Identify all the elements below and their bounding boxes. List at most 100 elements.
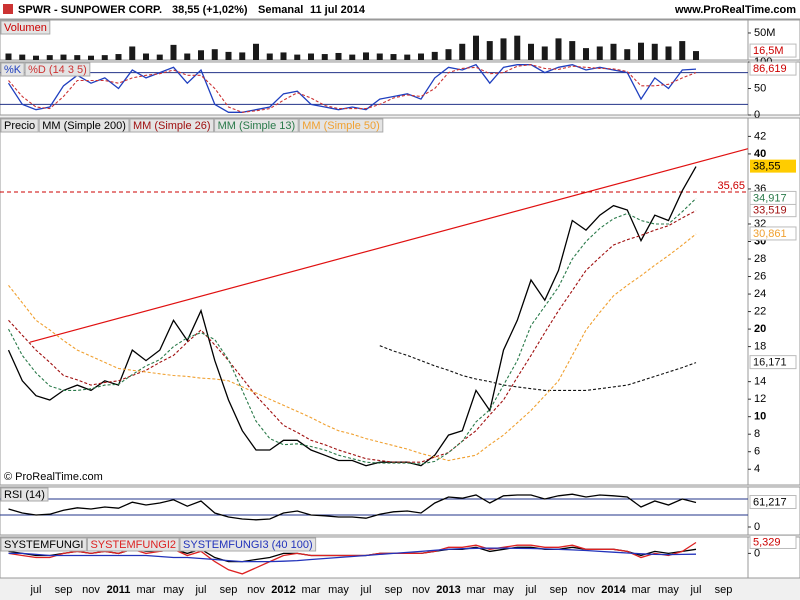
series-line	[7, 63, 697, 113]
x-tick-label: may	[658, 584, 679, 596]
legend-entry: RSI (14)	[4, 489, 45, 501]
volume-bar	[528, 43, 534, 60]
panel	[0, 486, 749, 536]
last-value-label: 33,519	[753, 205, 787, 217]
series-line	[379, 345, 697, 391]
volume-bar	[555, 38, 562, 60]
series-line	[8, 547, 697, 563]
x-tick-label: nov	[577, 584, 595, 596]
volume-bar	[583, 48, 589, 60]
x-tick-label: nov	[412, 584, 430, 596]
volume-bar	[46, 55, 53, 60]
panel	[0, 19, 749, 61]
y-tick-label: 0	[754, 521, 760, 533]
header-icon[interactable]	[3, 4, 13, 14]
volume-bar	[500, 38, 507, 60]
volume-bar	[321, 54, 328, 60]
volume-bar	[431, 51, 438, 60]
legend-box	[0, 487, 49, 502]
x-tick-label: 2013	[436, 584, 460, 596]
volume-bar	[596, 46, 603, 60]
volume-bar	[541, 46, 548, 60]
series-line	[7, 166, 697, 467]
volume-bar	[308, 53, 314, 60]
last-value-box	[750, 159, 796, 173]
volume-bar	[225, 51, 232, 60]
volume-bar	[280, 52, 287, 60]
volume-bar	[569, 41, 576, 60]
last-value-label: 61,217	[753, 496, 787, 508]
y-tick-label: 26	[754, 270, 766, 282]
x-tick-label: sep	[550, 584, 568, 596]
legend-entry: MM (Simple 13)	[218, 120, 296, 132]
volume-bar	[486, 41, 493, 60]
x-tick-label: jul	[29, 584, 41, 596]
reference-label: 35,65	[717, 180, 745, 192]
y-tick-label: 50M	[754, 27, 775, 39]
legend-box	[0, 118, 39, 133]
y-tick-label: 0	[754, 547, 760, 559]
x-tick-label: 2014	[601, 584, 626, 596]
symbol: SPWR - SUNPOWER CORP.	[18, 4, 162, 16]
y-tick-label: 12	[754, 393, 766, 405]
legend-box	[0, 62, 25, 77]
volume-bar	[115, 54, 122, 60]
y-tick-label: 4	[754, 463, 760, 475]
legend-entry: SYSTEMFUNGI	[4, 539, 83, 551]
volume-bar	[294, 54, 301, 60]
volume-bar	[693, 51, 699, 60]
volume-bar	[101, 55, 108, 60]
volume-bar	[19, 54, 26, 60]
legend-box	[24, 62, 91, 77]
y-tick-label: 40	[754, 148, 766, 160]
last-value-box	[749, 226, 797, 241]
series-line	[8, 198, 697, 465]
last-value-box	[749, 534, 797, 549]
legend-entry: SYSTEMFUNGI2	[90, 539, 176, 551]
x-tick-label: jul	[359, 584, 371, 596]
series-line	[8, 541, 697, 575]
y-tick-label: 42	[754, 130, 766, 142]
last-value-box	[749, 190, 797, 205]
last-value-label: 16,171	[753, 357, 787, 369]
legend-entry: Precio	[4, 120, 35, 132]
volume-bar	[335, 52, 342, 60]
x-tick-label: sep	[385, 584, 403, 596]
last-value-label: 34,917	[753, 192, 787, 204]
volume-bar	[74, 55, 81, 60]
x-tick-label: jul	[194, 584, 206, 596]
legend-entry: Volumen	[4, 22, 47, 34]
volume-bar	[376, 53, 383, 60]
legend-box	[0, 537, 87, 552]
trendline	[29, 148, 749, 343]
y-tick-label: 0	[754, 109, 760, 121]
x-tick-label: sep	[715, 584, 733, 596]
last-price: 38,55 (+1,02%)	[172, 4, 248, 16]
date: 11 jul 2014	[310, 4, 366, 16]
x-tick-label: sep	[220, 584, 238, 596]
volume-bar	[211, 49, 218, 60]
last-value-box	[749, 61, 797, 76]
last-value-box	[749, 355, 797, 370]
volume-bar	[239, 52, 246, 60]
legend-entry: MM (Simple 26)	[133, 120, 211, 132]
last-value-label: 86,619	[753, 63, 787, 75]
legend-box	[129, 118, 215, 133]
x-tick-label: may	[163, 584, 184, 596]
volume-bar	[156, 54, 163, 60]
panel	[0, 117, 749, 486]
y-tick-label: 24	[754, 288, 766, 300]
x-tick-label: 2012	[271, 584, 295, 596]
series-line	[8, 233, 697, 462]
volume-bar	[473, 35, 479, 60]
series-line	[8, 493, 697, 521]
volume-bar	[638, 42, 644, 60]
axis-area	[747, 486, 800, 536]
legend-box	[214, 118, 299, 133]
volume-bar	[349, 54, 356, 60]
legend-entry: MM (Simple 50)	[302, 120, 380, 132]
y-tick-label: 18	[754, 341, 766, 353]
volume-bar	[679, 41, 686, 60]
legend-entry: %D (14 3 5)	[28, 64, 87, 76]
volume-bar	[143, 53, 149, 60]
